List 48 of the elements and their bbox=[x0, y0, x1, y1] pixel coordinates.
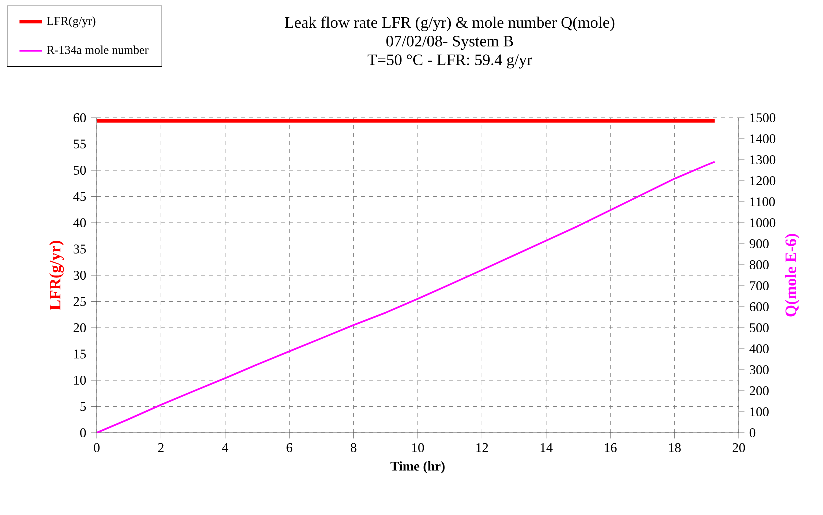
y-axis-title: LFR(g/yr) bbox=[49, 241, 64, 310]
y-tick-label: 5 bbox=[80, 402, 86, 412]
y-tick-label: 20 bbox=[74, 324, 86, 332]
y-tick-label: 40 bbox=[74, 218, 86, 228]
y2-tick-label: 1300 bbox=[750, 156, 776, 164]
x-tick-label: 0 bbox=[94, 443, 100, 452]
y-tick-label: 55 bbox=[74, 140, 86, 149]
y-tick-label: 0 bbox=[80, 428, 86, 438]
y2-tick-label: 1100 bbox=[750, 198, 776, 206]
chart-title: Leak flow rate LFR (g/yr) & mole number Q(mole) bbox=[285, 16, 615, 32]
x-tick-label: 8 bbox=[350, 443, 357, 452]
x-tick-label: 4 bbox=[222, 443, 229, 452]
y2-tick-label: 600 bbox=[750, 302, 769, 312]
y-tick-label: 25 bbox=[74, 297, 86, 306]
x-tick-label: 14 bbox=[540, 443, 553, 452]
y2-tick-label: 1500 bbox=[750, 114, 776, 122]
y2-axis-title: Q(mole E-6) bbox=[785, 234, 800, 317]
y2-tick-label: 800 bbox=[750, 260, 769, 270]
y-tick-label: 30 bbox=[74, 271, 86, 280]
text: T=50 °C - LFR: 59.4 g/yr bbox=[368, 54, 532, 69]
y2-tick-label: 900 bbox=[750, 240, 769, 248]
legend-label: LFR(g/yr) bbox=[47, 16, 96, 28]
x-tick-label: 16 bbox=[605, 443, 617, 452]
chart-subtitle: 07/02/08- System B bbox=[386, 36, 514, 50]
y-tick-label: 15 bbox=[74, 350, 86, 359]
x-axis-title: Time (hr) bbox=[390, 462, 445, 474]
y2-tick-label: 1200 bbox=[750, 176, 776, 186]
x-tick-label: 2 bbox=[158, 443, 164, 452]
x-tick-label: 10 bbox=[412, 443, 424, 452]
y-tick-label: 45 bbox=[74, 192, 86, 202]
y2-tick-label: 100 bbox=[750, 408, 769, 416]
legend-label: R-134a mole number bbox=[47, 46, 149, 54]
x-tick-label: 6 bbox=[286, 443, 293, 452]
y2-tick-label: 200 bbox=[750, 386, 769, 396]
y2-tick-label: 400 bbox=[750, 344, 769, 354]
y2-tick-label: 1000 bbox=[750, 218, 776, 228]
x-tick-label: 18 bbox=[669, 443, 681, 452]
y2-tick-label: 500 bbox=[750, 324, 769, 332]
y2-tick-label: 700 bbox=[750, 282, 769, 290]
y-tick-label: 35 bbox=[74, 244, 86, 254]
x-tick-label: 12 bbox=[476, 443, 488, 452]
x-tick-label: 20 bbox=[732, 443, 746, 452]
y-tick-label: 60 bbox=[74, 114, 86, 122]
y-tick-label: 50 bbox=[74, 166, 86, 175]
y2-tick-label: 1400 bbox=[750, 134, 776, 144]
y2-tick-label: 300 bbox=[750, 366, 769, 374]
y2-tick-label: 0 bbox=[750, 428, 756, 438]
y-tick-label: 10 bbox=[74, 376, 86, 385]
